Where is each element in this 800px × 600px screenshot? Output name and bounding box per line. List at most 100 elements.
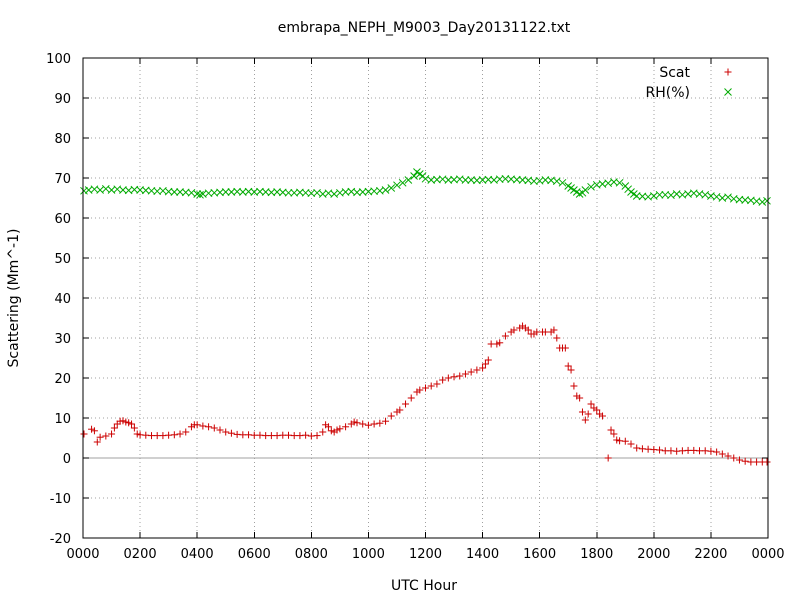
data-point (730, 454, 738, 462)
legend-marker-rh (724, 88, 732, 96)
data-point (524, 326, 532, 334)
data-point (578, 408, 586, 416)
data-point (581, 416, 589, 424)
data-point (221, 188, 230, 196)
data-point (370, 420, 378, 428)
data-point (607, 426, 615, 434)
data-point (575, 190, 584, 198)
data-point (182, 428, 190, 436)
data-point (496, 339, 504, 347)
data-point (376, 419, 384, 427)
y-tick-label: 100 (46, 52, 71, 67)
data-point (410, 172, 418, 180)
data-point (170, 188, 179, 196)
data-point (88, 425, 96, 433)
y-tick-label: -20 (50, 532, 71, 547)
data-point (396, 406, 404, 414)
y-tick-label: 40 (54, 292, 71, 307)
data-point (627, 440, 635, 448)
x-tick-label: 0800 (295, 547, 328, 562)
legend-label-rh: RH(%) (646, 85, 690, 101)
data-point (359, 420, 367, 428)
data-point (381, 186, 390, 194)
data-point (735, 456, 743, 464)
x-tick-label: 0000 (66, 547, 99, 562)
x-axis-tick-labels: 0000 0200 0400 0600 0800 1000 1200 1400 1600 1800… (66, 547, 784, 562)
data-point (427, 382, 435, 390)
data-point (387, 184, 396, 192)
y-axis-tick-labels: -20 -10 0 10 20 30 40 50 60 70 80 90 100 (46, 52, 71, 547)
x-tick-label: 1200 (409, 547, 442, 562)
series-rh (80, 168, 771, 206)
data-point (196, 190, 204, 199)
x-tick-label: 2000 (637, 547, 670, 562)
data-point (170, 431, 178, 439)
y-axis-title: Scattering (Mm^-1) (6, 229, 22, 368)
data-point (550, 326, 558, 334)
data-point (216, 426, 224, 434)
data-point (193, 190, 202, 198)
data-point (133, 430, 141, 438)
data-point (393, 181, 401, 190)
data-point (456, 372, 464, 380)
data-point (102, 432, 110, 440)
data-point (416, 386, 424, 394)
data-point (610, 430, 618, 438)
data-point (407, 394, 415, 402)
data-point (422, 384, 429, 392)
y-tick-label: 30 (54, 332, 71, 347)
legend-symbol (724, 68, 732, 76)
data-point (210, 424, 218, 432)
data-point (193, 421, 201, 429)
x-tick-label: 2200 (694, 547, 727, 562)
data-point (552, 177, 561, 186)
data-point (90, 427, 98, 435)
data-point (615, 178, 624, 187)
data-point (402, 400, 410, 408)
y-tick-label: 0 (63, 452, 71, 467)
data-point (122, 418, 130, 426)
data-point (656, 446, 664, 454)
data-point (501, 332, 509, 340)
data-point (587, 182, 595, 191)
data-point (479, 364, 487, 372)
data-point (713, 448, 721, 456)
y-tick-label: 60 (54, 212, 71, 227)
data-point (587, 400, 595, 408)
data-point (724, 452, 732, 460)
data-point (763, 458, 771, 466)
data-point (558, 178, 567, 187)
data-point (382, 417, 390, 425)
grid (83, 58, 768, 538)
data-point (222, 428, 230, 436)
data-point (324, 423, 332, 431)
data-point (387, 412, 395, 420)
x-tick-label: 1400 (466, 547, 499, 562)
data-point (461, 370, 469, 378)
data-point (227, 429, 235, 437)
data-point (108, 430, 116, 438)
data-point (621, 437, 629, 445)
data-point (444, 374, 452, 382)
data-point (655, 190, 664, 199)
data-point (724, 193, 732, 202)
data-point (93, 438, 101, 446)
data-point (353, 419, 361, 427)
data-point (398, 178, 407, 187)
data-point (80, 186, 88, 195)
data-point (327, 427, 335, 435)
y-tick-label: 20 (54, 372, 71, 387)
x-tick-label: 1600 (523, 547, 556, 562)
series-scat (80, 322, 771, 466)
legend-symbol (724, 88, 732, 96)
data-point (584, 410, 592, 418)
legend-marker-scat (724, 68, 732, 76)
data-point (593, 406, 601, 414)
data-point (125, 419, 133, 427)
data-point (342, 423, 350, 431)
data-point (763, 196, 771, 205)
x-tick-label: 0600 (238, 547, 271, 562)
data-point (461, 176, 470, 184)
data-point (741, 457, 749, 465)
